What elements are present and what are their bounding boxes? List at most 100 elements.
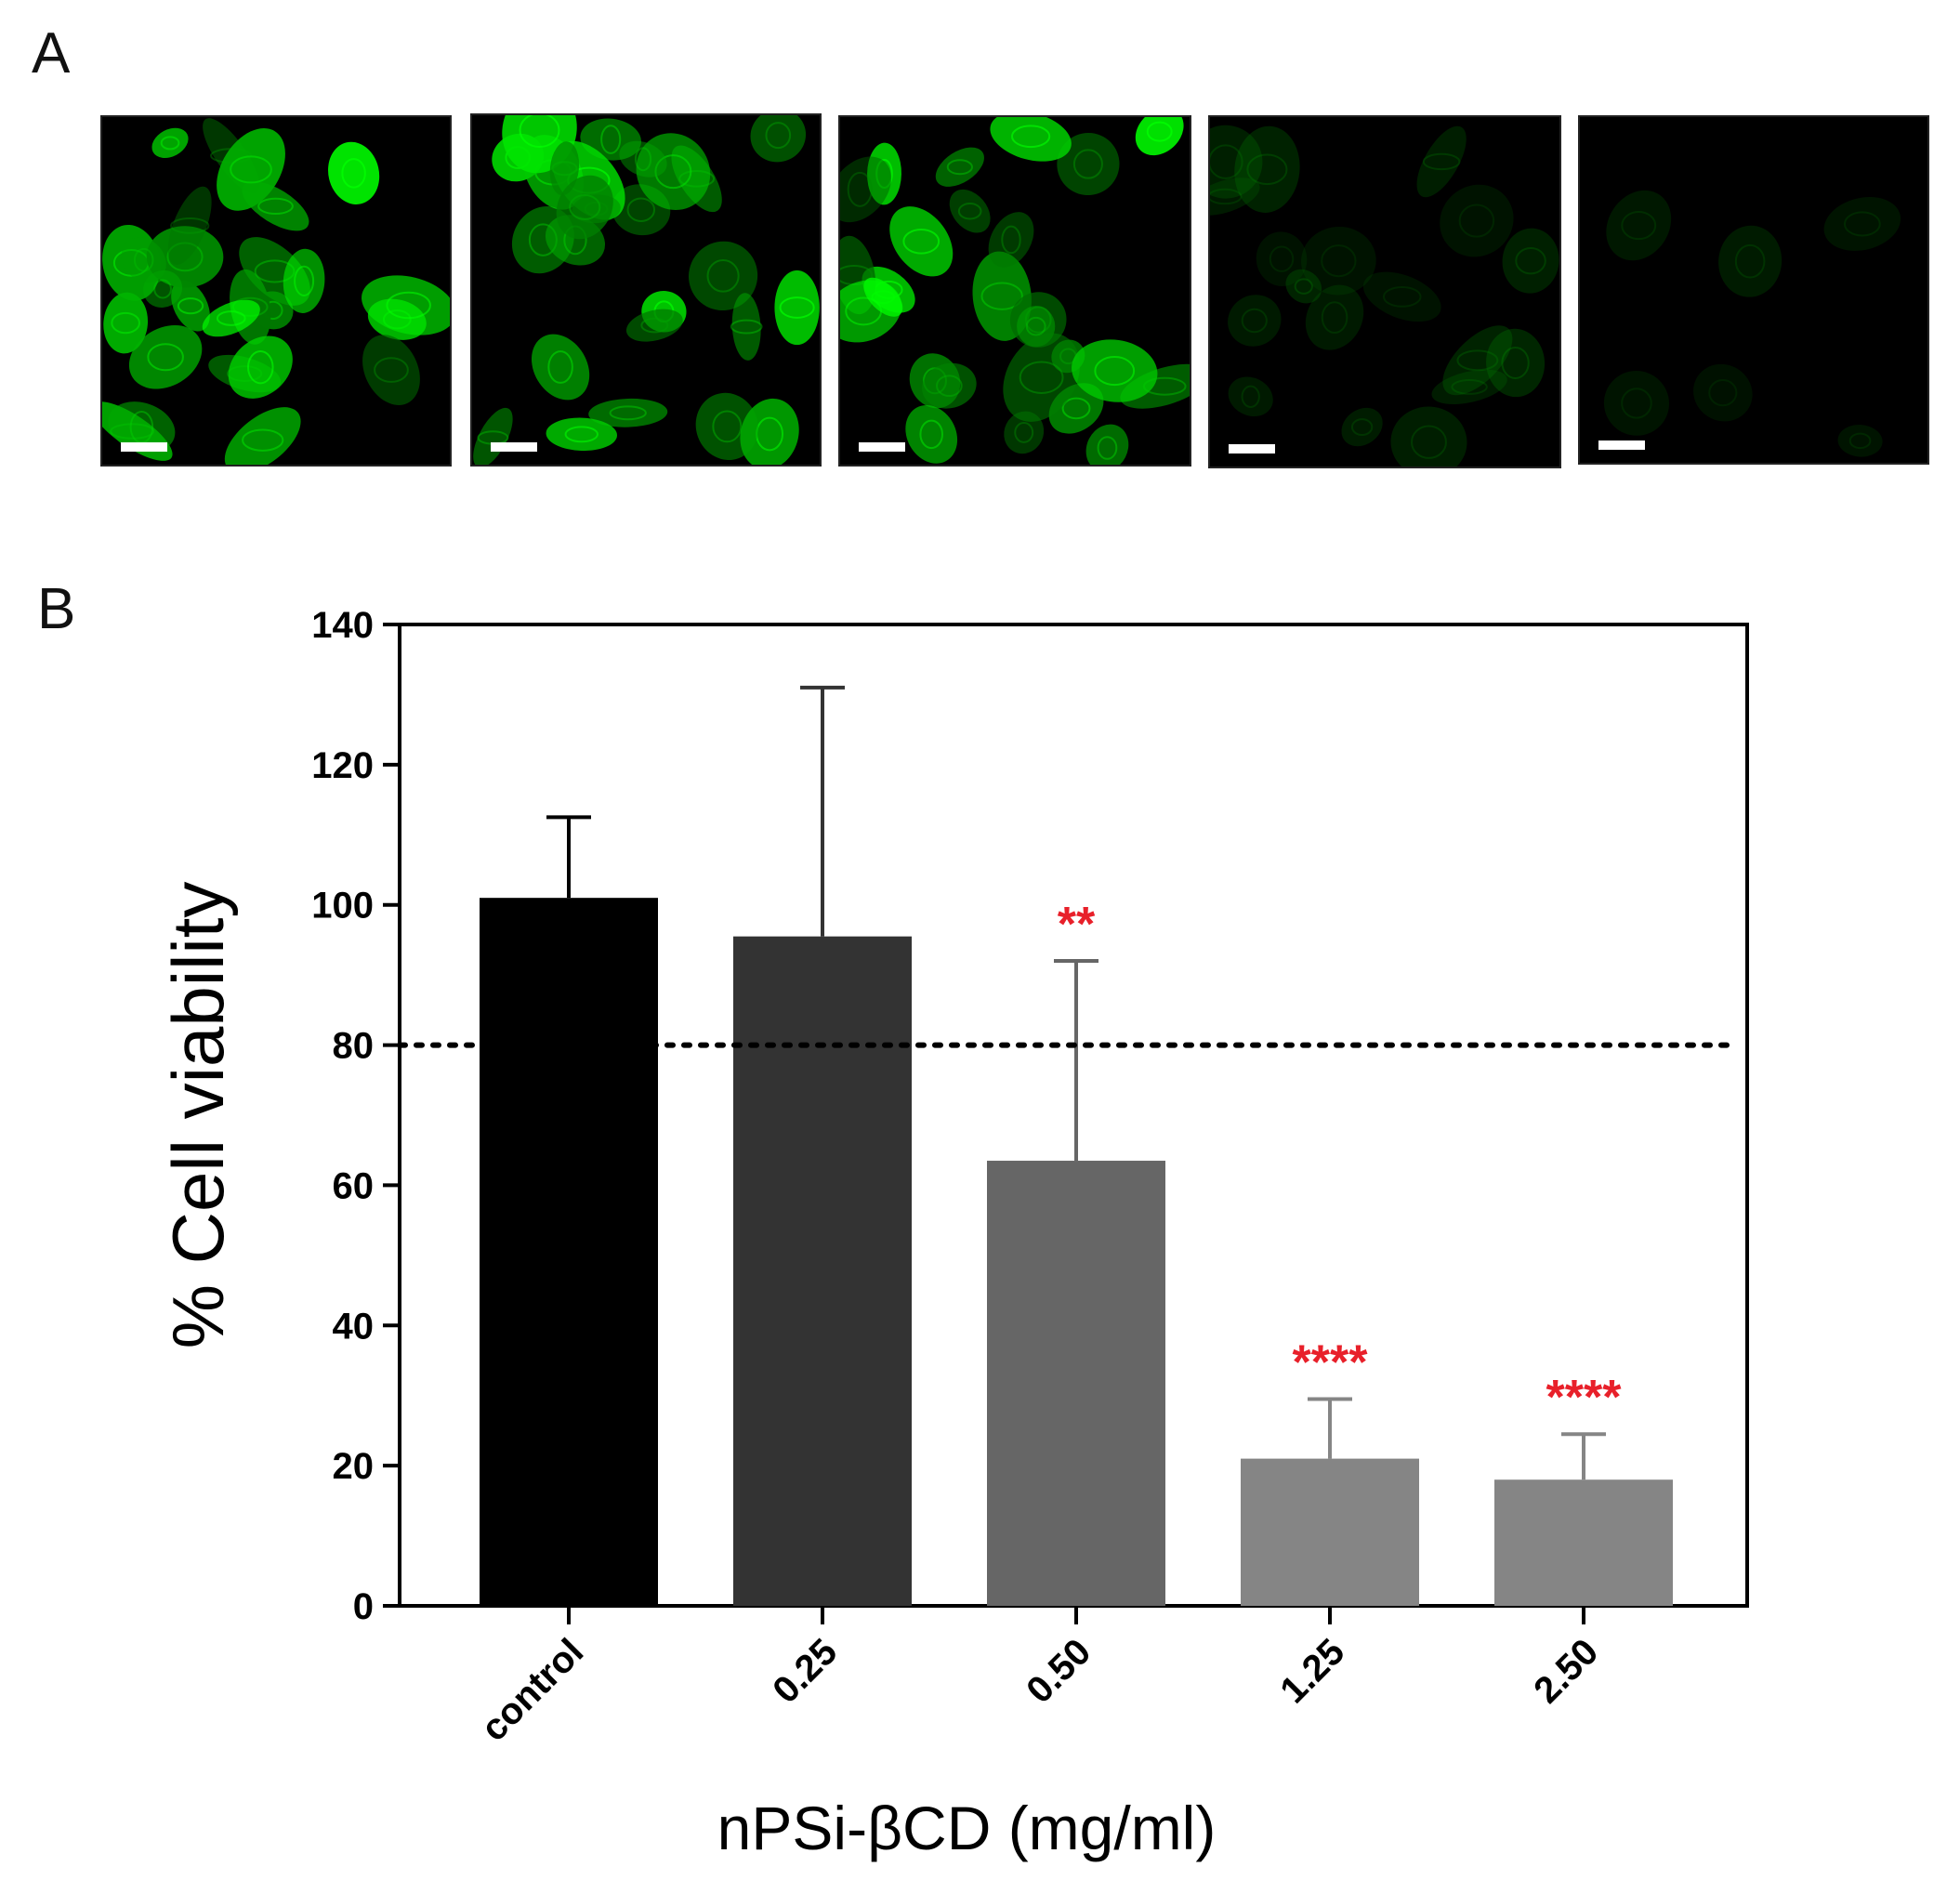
cell <box>151 127 189 158</box>
x-tick-label: 0.25 <box>765 1631 845 1711</box>
cell-nucleus <box>847 171 873 207</box>
cell <box>695 392 759 461</box>
significance-marker: ** <box>1058 898 1096 952</box>
y-tick-label: 120 <box>311 745 374 786</box>
cell <box>1416 125 1467 198</box>
cell <box>889 206 954 277</box>
cell <box>473 407 513 465</box>
cell <box>1210 125 1263 199</box>
cell <box>167 186 212 265</box>
scale-bar <box>1229 444 1275 454</box>
cell <box>905 405 958 464</box>
cell <box>146 226 224 288</box>
bar <box>733 936 912 1606</box>
cell <box>840 156 891 223</box>
cell <box>556 175 613 240</box>
significance-marker: **** <box>1546 1371 1623 1425</box>
cell <box>171 280 210 332</box>
cell-nucleus <box>564 426 599 443</box>
cell <box>102 224 161 301</box>
y-tick-label: 0 <box>353 1586 374 1627</box>
cell <box>128 324 203 389</box>
cell <box>588 398 668 427</box>
cell <box>750 115 807 163</box>
cell-nucleus <box>1621 210 1657 241</box>
cell-nucleus <box>1382 285 1422 308</box>
cell <box>103 292 149 354</box>
cell-nucleus <box>386 291 431 320</box>
micrograph-0-25 <box>470 113 822 467</box>
micrograph-control <box>100 115 452 467</box>
cell-nucleus <box>247 349 274 385</box>
cell-nucleus <box>1072 149 1103 179</box>
cell-nucleus <box>1321 244 1357 278</box>
cell <box>689 241 758 311</box>
cell-nucleus <box>1456 349 1499 372</box>
cell <box>867 142 901 205</box>
cell-nucleus <box>166 242 204 272</box>
cell <box>362 335 420 405</box>
cell <box>774 269 820 346</box>
cell-nucleus <box>1708 379 1738 407</box>
micrograph-1-25 <box>1208 115 1561 468</box>
cell <box>1057 132 1120 196</box>
cell <box>1135 117 1184 156</box>
cell <box>731 293 761 361</box>
cell-nucleus <box>712 410 743 443</box>
cell-nucleus <box>1010 125 1051 149</box>
bar <box>987 1161 1165 1606</box>
micrograph-2-50 <box>1578 115 1929 465</box>
cell-nucleus <box>111 311 140 335</box>
cell <box>988 212 1034 268</box>
cell <box>283 248 325 313</box>
cell <box>1431 369 1507 405</box>
cell <box>1603 371 1670 436</box>
x-tick-label: 0.50 <box>1019 1631 1098 1711</box>
cell-nucleus <box>133 247 154 272</box>
cell-nucleus <box>1451 378 1488 395</box>
cell <box>1228 295 1282 347</box>
cell <box>1072 339 1158 402</box>
cell-nucleus <box>1025 316 1046 336</box>
cell-nucleus <box>1210 144 1243 179</box>
cell-nucleus <box>1501 346 1530 380</box>
cell-nucleus <box>980 282 1023 310</box>
bar <box>1241 1458 1419 1606</box>
cell-nucleus <box>1294 278 1313 295</box>
cell-nucleus <box>957 202 982 220</box>
bar <box>480 898 658 1606</box>
cell-nucleus <box>1241 308 1268 334</box>
cell <box>1256 231 1308 287</box>
cell <box>549 141 580 196</box>
micrograph-0-50 <box>838 115 1191 467</box>
scale-bar <box>491 442 537 452</box>
cell-nucleus <box>634 147 652 172</box>
cell-nucleus <box>600 125 622 154</box>
cell <box>1285 269 1322 304</box>
cell-nucleus <box>845 296 883 326</box>
cell-nucleus <box>1734 243 1766 279</box>
cell <box>1693 363 1753 422</box>
cell <box>1003 333 1080 422</box>
x-axis-title: nPSi-βCD (mg/ml) <box>717 1794 1217 1862</box>
cell <box>1440 184 1514 257</box>
cell <box>1390 406 1467 467</box>
cell <box>328 141 380 204</box>
cell-nucleus <box>1019 361 1064 394</box>
cell <box>1210 177 1260 216</box>
cell-nucleus <box>177 297 204 315</box>
cell-nucleus <box>609 405 647 421</box>
cell <box>990 117 1072 162</box>
cell-nucleus <box>569 194 601 220</box>
cell <box>1120 363 1190 409</box>
cell-nucleus <box>1269 245 1295 272</box>
cell <box>935 147 984 187</box>
scale-bar <box>121 442 167 452</box>
cells-image <box>102 118 450 465</box>
cell-nucleus <box>519 115 560 148</box>
cell <box>531 334 590 401</box>
cell <box>1718 225 1782 297</box>
panel-b-label: B <box>37 577 76 641</box>
cell <box>1502 228 1559 294</box>
